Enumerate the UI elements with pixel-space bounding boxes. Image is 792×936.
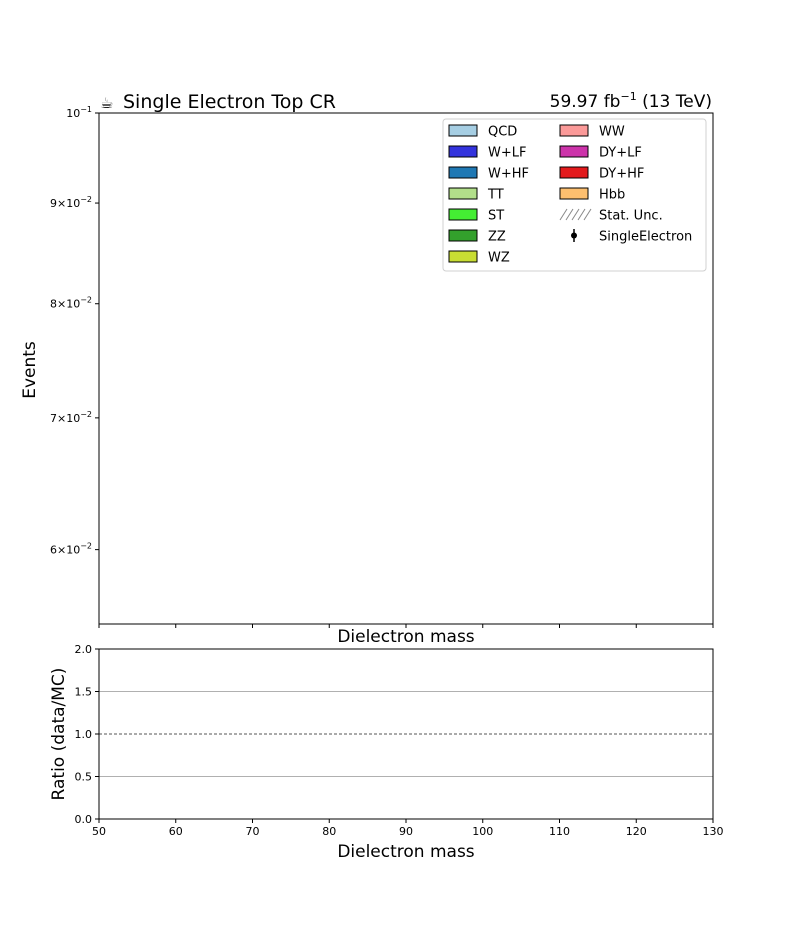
ratio-y-axis: 0.0 0.5 1.0 1.5 2.0 <box>75 643 99 826</box>
legend-label: TT <box>487 188 504 203</box>
legend-swatch <box>448 229 478 242</box>
legend-item: SingleElectron <box>571 229 692 245</box>
legend-errorbar-marker <box>571 229 577 242</box>
ratio-x-tick-label: 80 <box>322 825 336 838</box>
y-tick-label: 8×10−2 <box>50 296 92 311</box>
ratio-grid <box>99 691 713 777</box>
y-tick-mantissa: 10 <box>66 107 80 120</box>
y-tick-exponent: −2 <box>80 542 92 551</box>
legend-swatch <box>559 166 589 179</box>
legend-swatch <box>448 124 478 137</box>
y-tick-exponent: −2 <box>80 296 92 305</box>
ratio-x-tick-label: 110 <box>549 825 570 838</box>
hatch-line <box>571 208 580 221</box>
legend-label: DY+LF <box>599 146 642 161</box>
legend-label: Hbb <box>599 188 625 203</box>
lumi-label: 59.97 fb−1 (13 TeV) <box>550 90 712 112</box>
legend-swatch <box>559 124 589 137</box>
ratio-x-tick-label: 70 <box>246 825 260 838</box>
legend-item: DY+HF <box>559 166 644 182</box>
y-tick-mantissa: 7×10 <box>50 412 80 425</box>
legend-item: Hbb <box>559 187 625 203</box>
errorbar-dot <box>571 232 577 239</box>
legend-label: WW <box>599 125 625 140</box>
legend-label: SingleElectron <box>599 230 692 245</box>
ratio-x-tick-label: 90 <box>399 825 413 838</box>
y-tick-exponent: −2 <box>80 410 92 419</box>
legend-item: WW <box>559 124 625 140</box>
legend-swatch <box>448 166 478 179</box>
legend-item: DY+LF <box>559 145 642 161</box>
y-tick-mantissa: 6×10 <box>50 544 80 557</box>
coffee-icon: ☕ <box>100 94 113 112</box>
hatch-line <box>583 208 592 221</box>
ratio-x-tick-label: 100 <box>472 825 493 838</box>
legend-swatch <box>448 145 478 158</box>
lumi-exponent: −1 <box>620 90 636 103</box>
legend-swatch <box>448 187 478 200</box>
y-tick-mantissa: 8×10 <box>50 298 80 311</box>
hatch-line <box>565 208 574 221</box>
main-y-label: Events <box>20 341 40 399</box>
ratio-y-tick-label: 0.5 <box>75 771 93 784</box>
ratio-x-tick-label: 50 <box>92 825 106 838</box>
chart-title: Single Electron Top CR <box>123 91 336 113</box>
ratio-y-label: Ratio (data/MC) <box>49 668 69 801</box>
ratio-x-tick-label: 130 <box>703 825 724 838</box>
y-tick-label: 9×10−2 <box>50 195 92 210</box>
ratio-x-label: Dielectron mass <box>337 842 474 862</box>
legend-swatch <box>559 187 589 200</box>
title-left: ☕ Single Electron Top CR <box>100 91 336 113</box>
legend-label: ZZ <box>488 230 506 245</box>
legend: QCD W+LF W+HF TT ST ZZ WZ WW DY+LF DY+HF Hbb Stat. … <box>442 118 707 272</box>
legend-label: DY+HF <box>599 167 644 182</box>
main-x-label: Dielectron mass <box>337 627 474 647</box>
legend-label: WZ <box>488 251 510 266</box>
main-y-axis: 6×10−27×10−28×10−29×10−210−1 <box>50 105 99 557</box>
ratio-plot-panel: 0.0 0.5 1.0 1.5 2.0 50 60 70 80 90 100 110 120 130 <box>75 643 724 838</box>
ratio-y-tick-label: 0.0 <box>75 813 93 826</box>
legend-item: W+LF <box>448 145 526 161</box>
legend-item: QCD <box>448 124 517 140</box>
legend-label: W+HF <box>488 167 529 182</box>
y-tick-label: 7×10−2 <box>50 410 92 425</box>
lumi-value: 59.97 fb <box>550 92 621 112</box>
legend-swatch <box>448 250 478 263</box>
legend-item: ST <box>448 208 504 224</box>
ratio-x-tick-label: 120 <box>626 825 647 838</box>
y-tick-exponent: −1 <box>80 105 92 114</box>
y-tick-exponent: −2 <box>80 195 92 204</box>
ratio-x-axis: 50 60 70 80 90 100 110 120 130 <box>92 819 724 838</box>
legend-item: WZ <box>448 250 510 266</box>
ratio-x-tick-label: 60 <box>169 825 183 838</box>
hatch-line <box>577 208 586 221</box>
legend-label: W+LF <box>488 146 526 161</box>
ratio-y-tick-label: 2.0 <box>75 643 93 656</box>
energy-label: (13 TeV) <box>637 92 712 112</box>
legend-swatch <box>559 145 589 158</box>
legend-item: Stat. Unc. <box>559 208 663 224</box>
y-tick-mantissa: 9×10 <box>50 197 80 210</box>
legend-item: ZZ <box>448 229 506 245</box>
hatch-line <box>559 208 568 221</box>
legend-label: QCD <box>488 125 517 140</box>
ratio-y-tick-label: 1.5 <box>75 686 93 699</box>
main-x-axis <box>98 624 714 628</box>
legend-swatch <box>448 208 478 221</box>
legend-item: W+HF <box>448 166 529 182</box>
y-tick-label: 6×10−2 <box>50 542 92 557</box>
legend-label: Stat. Unc. <box>599 209 663 224</box>
legend-label: ST <box>488 209 504 224</box>
y-tick-label: 10−1 <box>66 105 92 120</box>
legend-item: TT <box>448 187 504 203</box>
legend-hatch-swatch <box>559 208 592 221</box>
ratio-y-tick-label: 1.0 <box>75 728 93 741</box>
